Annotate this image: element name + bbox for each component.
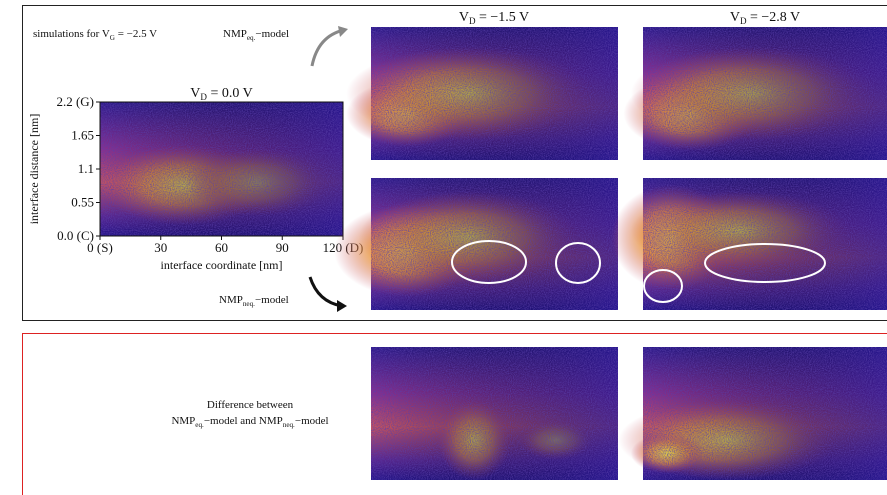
label-part: −model xyxy=(295,415,329,427)
heatmap-noise xyxy=(643,347,887,480)
heatmap-noise xyxy=(100,102,343,236)
label-part: = −2.5 V xyxy=(115,28,157,40)
label-part: = 0.0 V xyxy=(207,86,253,101)
label-part: eq. xyxy=(247,34,256,42)
x-tick-label: 30 xyxy=(154,240,167,255)
heatmap-noise xyxy=(371,27,618,160)
y-axis-label: interface distance [nm] xyxy=(27,114,41,225)
label-part: V xyxy=(190,86,200,101)
label-part: = −2.8 V xyxy=(747,10,801,25)
arrow xyxy=(310,28,345,67)
heatmap-noise xyxy=(371,347,618,480)
label: VD = −1.5 V xyxy=(459,10,529,26)
label-part: D xyxy=(200,92,207,102)
label-part: simulations for V xyxy=(33,28,110,40)
x-tick-label: 0 (S) xyxy=(87,240,113,255)
label-part: G xyxy=(110,34,115,42)
y-tick-label: 1.1 xyxy=(78,161,94,176)
label-part: −model and NMP xyxy=(204,415,283,427)
label: Difference between xyxy=(207,399,294,411)
x-tick-label: 60 xyxy=(215,240,228,255)
highlight-ellipse xyxy=(555,242,601,284)
label-part: V xyxy=(459,10,469,25)
label-part: = −1.5 V xyxy=(476,10,530,25)
y-tick-label: 0.55 xyxy=(71,195,94,210)
y-tick-label: 1.65 xyxy=(71,128,94,143)
label: VD = −2.8 V xyxy=(730,10,800,26)
label-part: eq. xyxy=(195,421,204,429)
label-part: D xyxy=(740,16,747,26)
label-part: D xyxy=(469,16,476,26)
y-tick-label: 0.0 (C) xyxy=(57,228,94,243)
highlight-ellipse xyxy=(451,240,527,284)
highlight-ellipse xyxy=(704,243,826,283)
label-part: NMP xyxy=(171,415,195,427)
label: NMPeq.−model and NMPneq.−model xyxy=(171,415,328,429)
x-tick-label: 90 xyxy=(276,240,289,255)
y-tick-label: 2.2 (G) xyxy=(56,94,94,109)
label-part: −model xyxy=(255,294,289,306)
heatmap-noise xyxy=(643,27,887,160)
label-part: V xyxy=(730,10,740,25)
label: simulations for VG = −2.5 V xyxy=(33,28,157,42)
frame xyxy=(22,5,887,321)
label: NMPeq.−model xyxy=(223,28,289,42)
arrow-head xyxy=(338,26,348,37)
label-part: NMP xyxy=(223,28,247,40)
frame-red xyxy=(22,333,887,495)
arrow-head xyxy=(337,300,347,312)
label: VD = 0.0 V xyxy=(190,86,252,102)
highlight-ellipse xyxy=(643,269,683,303)
label-part: neq. xyxy=(283,421,295,429)
label-part: NMP xyxy=(219,294,243,306)
label-part: Difference between xyxy=(207,399,294,411)
label: NMPneq.−model xyxy=(219,294,289,308)
x-axis-label: interface coordinate [nm] xyxy=(161,258,283,272)
label-part: −model xyxy=(255,28,289,40)
label-part: neq. xyxy=(243,300,255,308)
